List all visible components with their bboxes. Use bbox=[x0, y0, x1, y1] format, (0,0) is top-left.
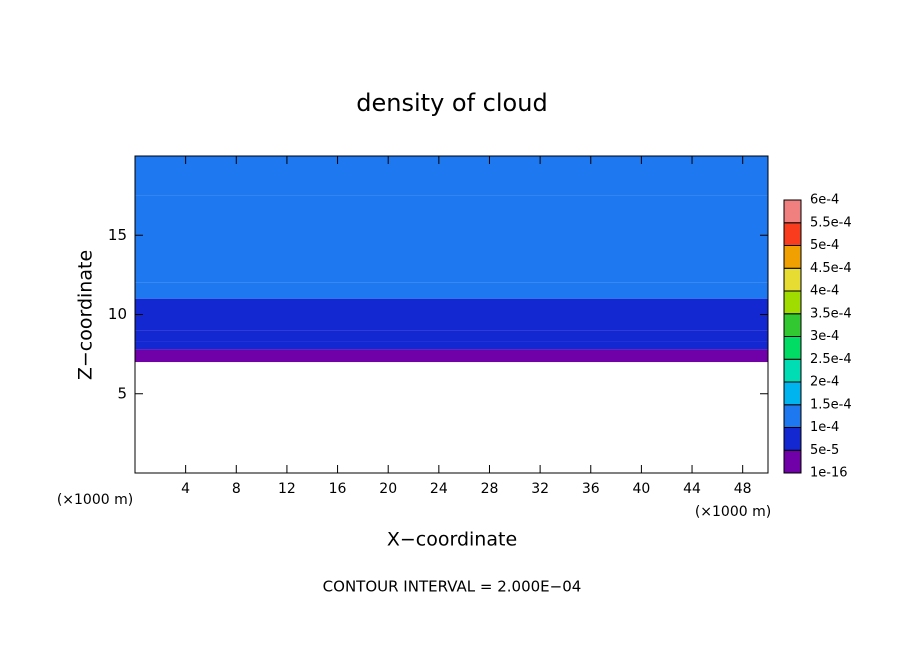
colorbar-label: 2e-4 bbox=[810, 375, 839, 390]
colorbar-label: 2.5e-4 bbox=[810, 352, 852, 367]
y-axis-label: Z−coordinate bbox=[75, 250, 97, 380]
colorbar-label: 5.5e-4 bbox=[810, 215, 852, 230]
contour-band bbox=[135, 298, 768, 315]
x-tick-label: 28 bbox=[481, 481, 499, 497]
x-tick-label: 16 bbox=[329, 481, 347, 497]
colorbar-label: 5e-5 bbox=[810, 443, 839, 458]
colorbar-label: 3e-4 bbox=[810, 329, 839, 344]
colorbar-box bbox=[783, 404, 802, 428]
contour-band bbox=[135, 330, 768, 342]
colorbar-box bbox=[783, 427, 802, 451]
x-tick-label: 44 bbox=[683, 481, 701, 497]
footer-note: CONTOUR INTERVAL = 2.000E−04 bbox=[323, 578, 582, 596]
y-tick-label: 15 bbox=[108, 226, 127, 244]
colorbar-box bbox=[783, 267, 802, 292]
contour-band bbox=[135, 341, 768, 350]
colorbar-label: 4e-4 bbox=[810, 284, 839, 299]
x-tick-label: 20 bbox=[379, 481, 397, 497]
contour-band bbox=[135, 156, 768, 196]
x-tick-label: 12 bbox=[278, 481, 296, 497]
contour-band bbox=[135, 282, 768, 299]
contour-band bbox=[135, 314, 768, 331]
colorbar-box bbox=[783, 449, 802, 474]
colorbar-label: 1e-4 bbox=[810, 420, 839, 435]
colorbar-label: 1e-16 bbox=[810, 466, 848, 481]
x-tick-label: 40 bbox=[632, 481, 650, 497]
x-tick-label: 36 bbox=[582, 481, 600, 497]
colorbar-box bbox=[783, 336, 802, 360]
x-tick-label: 8 bbox=[232, 481, 241, 497]
colorbar-box bbox=[783, 381, 802, 406]
colorbar-label: 3.5e-4 bbox=[810, 306, 852, 321]
colorbar-box bbox=[783, 245, 802, 269]
colorbar-label: 5e-4 bbox=[810, 238, 839, 253]
chart-title: density of cloud bbox=[356, 89, 547, 117]
colorbar-label: 4.5e-4 bbox=[810, 261, 852, 276]
y-tick-label: 10 bbox=[108, 305, 127, 323]
x-axis-label: X−coordinate bbox=[387, 529, 517, 551]
contour-band bbox=[135, 349, 768, 363]
x-unit-left: (×1000 m) bbox=[57, 492, 133, 508]
colorbar-label: 6e-4 bbox=[810, 193, 839, 208]
x-tick-label: 32 bbox=[531, 481, 549, 497]
x-tick-label: 48 bbox=[734, 481, 752, 497]
colorbar-box bbox=[783, 358, 802, 383]
contour-band bbox=[135, 195, 768, 283]
x-tick-label: 4 bbox=[181, 481, 190, 497]
x-tick-label: 24 bbox=[430, 481, 448, 497]
colorbar-box bbox=[783, 199, 802, 224]
colorbar-box bbox=[783, 290, 802, 315]
x-unit-right: (×1000 m) bbox=[695, 504, 771, 520]
colorbar-box bbox=[783, 222, 802, 246]
y-tick-label: 5 bbox=[117, 384, 127, 402]
colorbar-box bbox=[783, 313, 802, 337]
colorbar-label: 1.5e-4 bbox=[810, 397, 852, 412]
